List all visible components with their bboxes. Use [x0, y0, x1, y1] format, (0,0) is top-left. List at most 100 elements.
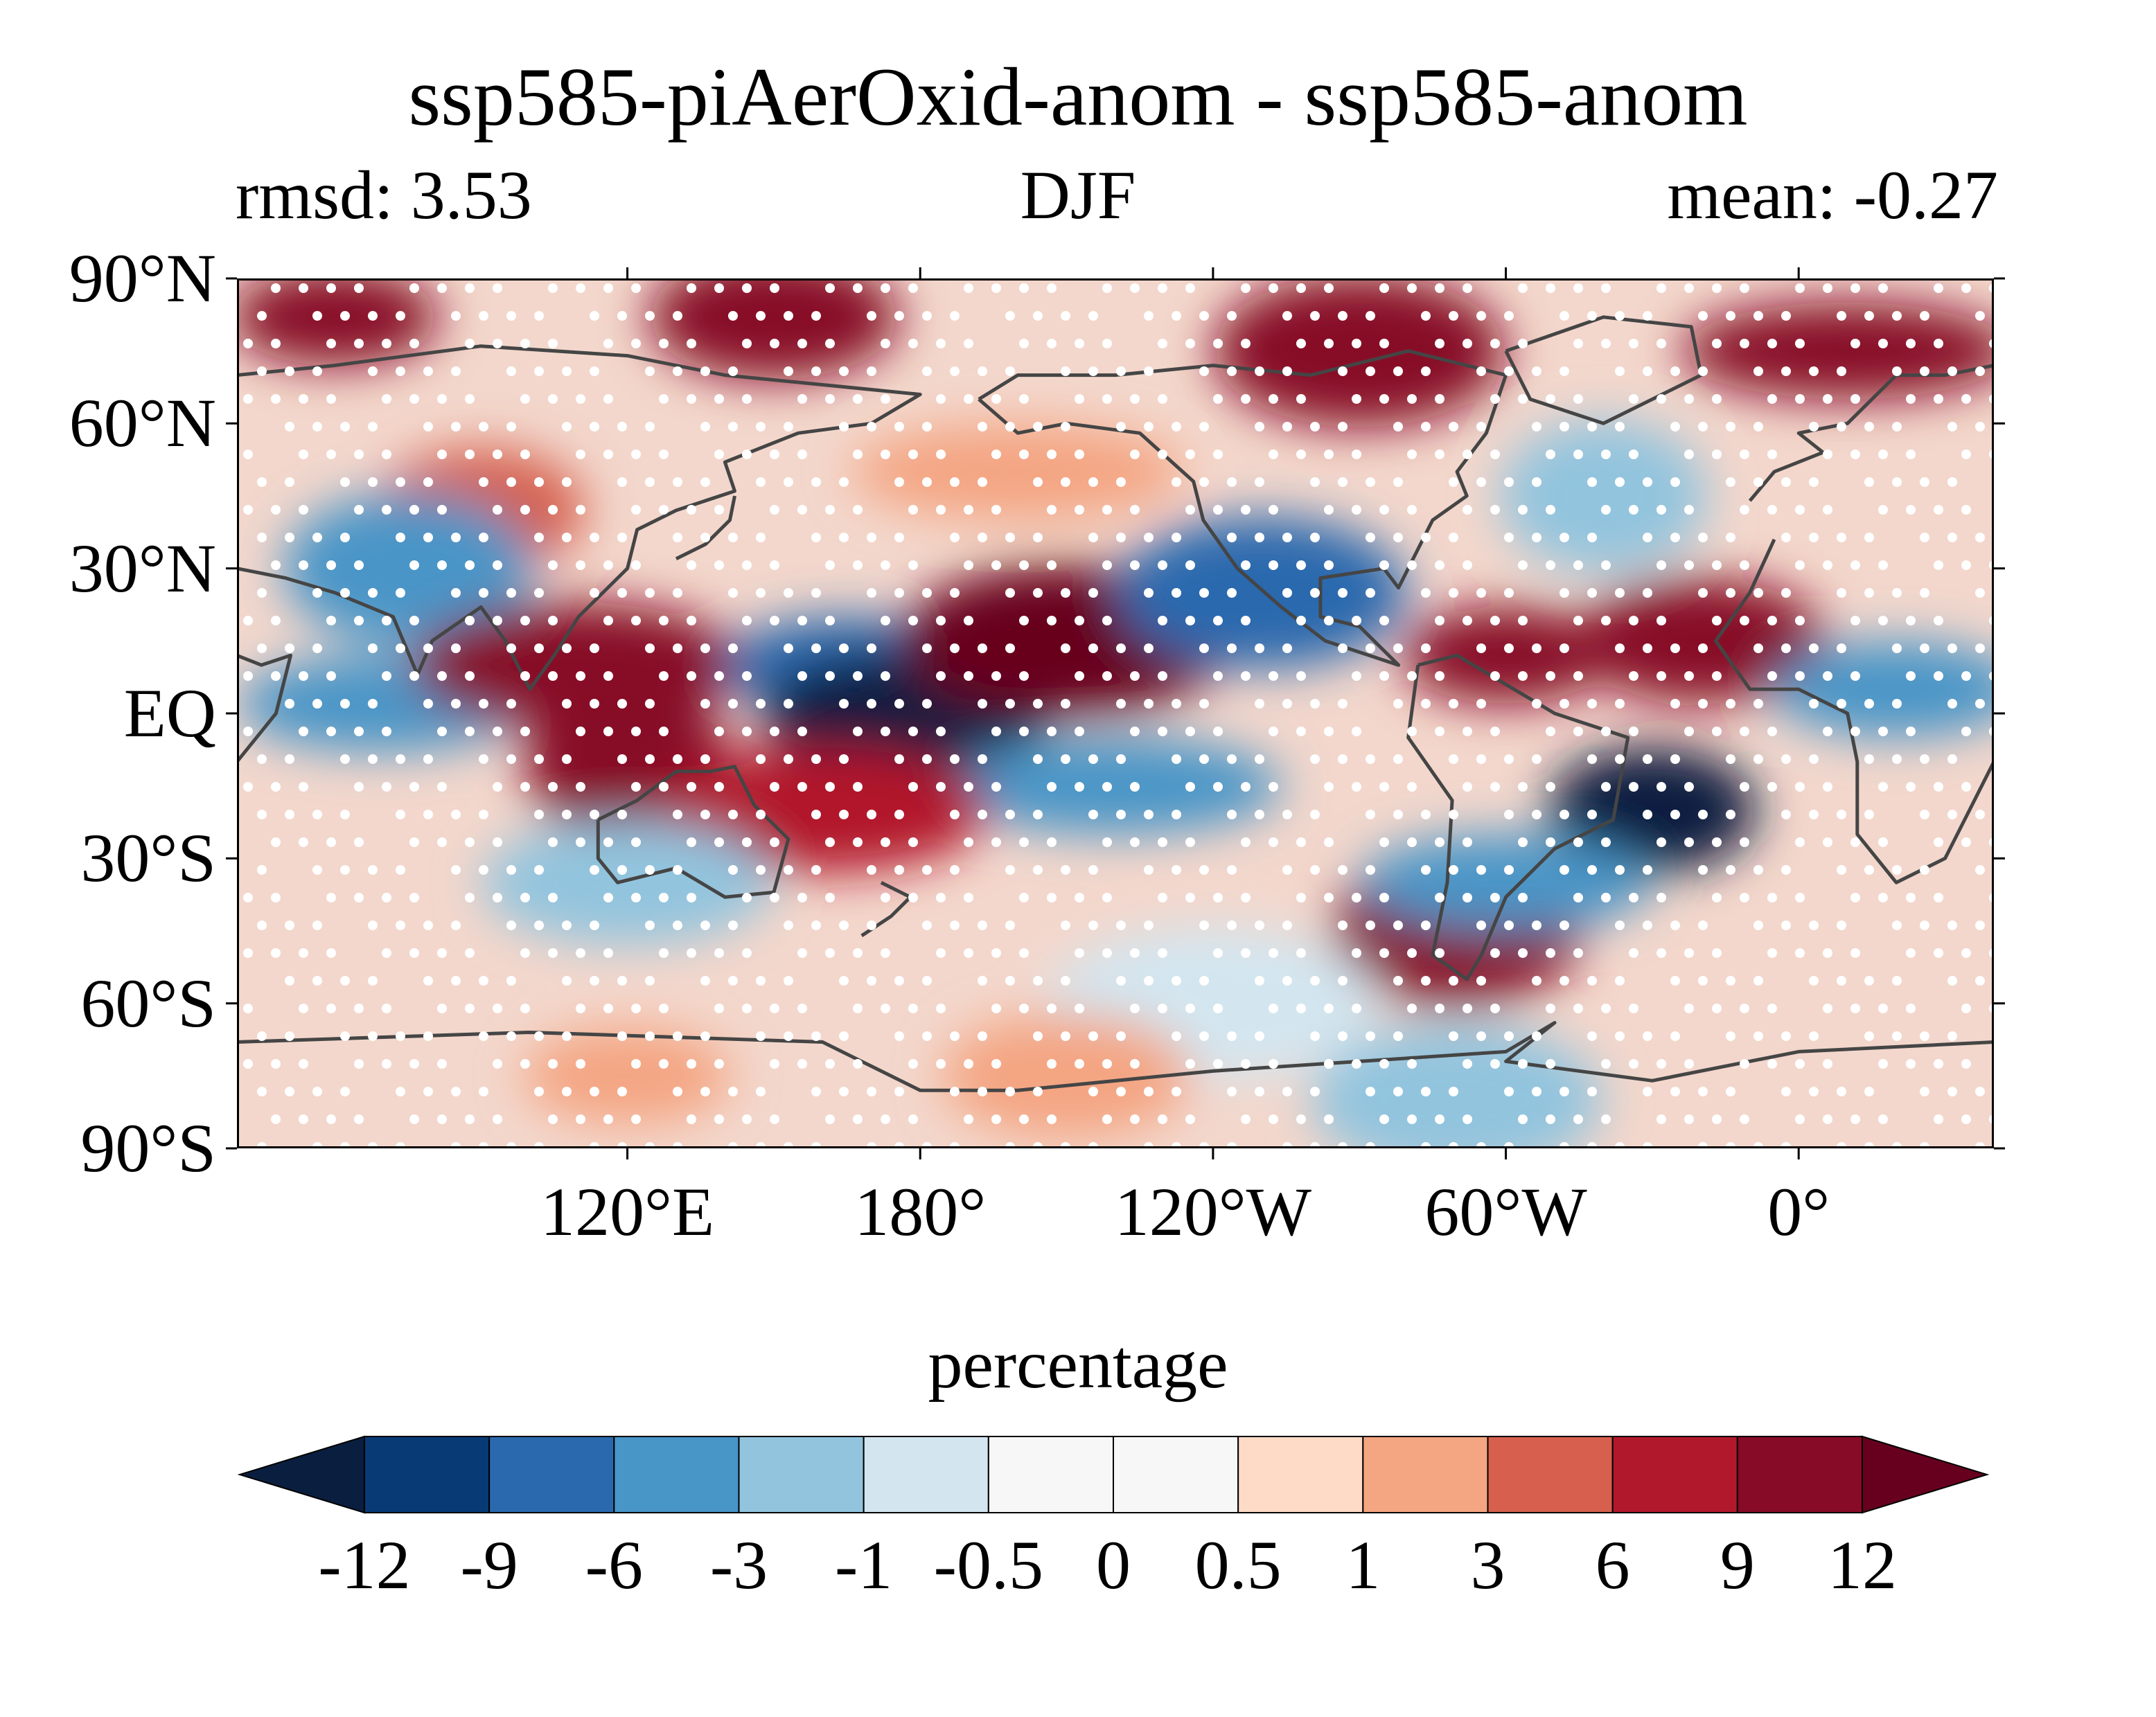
stipple-dot	[1684, 837, 1694, 847]
stipple-dot	[1546, 671, 1555, 681]
stipple-dot	[770, 837, 779, 847]
stipple-dot	[1864, 533, 1874, 542]
stipple-dot	[1864, 810, 1874, 819]
stipple-dot	[1449, 699, 1458, 709]
stipple-dot	[1864, 422, 1874, 432]
stipple-dot	[756, 311, 766, 321]
anomaly-patch	[648, 278, 899, 380]
stipple-dot	[451, 976, 461, 986]
stipple-dot	[1282, 588, 1292, 598]
stipple-dot	[326, 450, 336, 459]
stipple-dot	[631, 1004, 641, 1013]
stipple-dot	[1449, 865, 1458, 875]
stipple-dot	[1837, 422, 1846, 432]
stipple-dot	[1947, 1031, 1957, 1041]
stipple-dot	[881, 616, 890, 625]
stipple-dot	[1947, 754, 1957, 764]
stipple-dot	[1476, 754, 1486, 764]
stipple-dot	[714, 1004, 724, 1013]
stipple-dot	[1573, 837, 1583, 847]
stipple-dot	[506, 588, 516, 598]
stipple-dot	[1587, 1087, 1597, 1096]
stipple-dot	[1296, 837, 1306, 847]
stipple-dot	[1393, 754, 1403, 764]
stipple-dot	[1158, 616, 1167, 625]
stipple-dot	[534, 643, 544, 653]
stipple-dot	[1324, 1114, 1334, 1124]
stipple-dot	[714, 560, 724, 570]
stipple-dot	[784, 865, 793, 875]
y-tick-label: 60°S	[80, 964, 216, 1042]
stipple-dot	[1185, 505, 1195, 515]
stipple-dot	[673, 865, 682, 875]
stipple-dot	[714, 727, 724, 736]
stipple-dot	[1961, 782, 1971, 792]
stipple-dot	[409, 948, 419, 958]
stipple-dot	[908, 339, 918, 348]
stipple-dot	[396, 311, 405, 321]
stipple-dot	[1255, 810, 1264, 819]
stipple-dot	[1158, 560, 1167, 570]
stipple-dot	[1656, 1114, 1666, 1124]
stipple-dot	[299, 1114, 308, 1124]
stipple-dot	[1518, 1059, 1528, 1069]
stipple-dot	[1255, 643, 1264, 653]
stipple-dot	[1476, 588, 1486, 598]
stipple-dot	[784, 588, 793, 598]
stipple-dot	[922, 311, 932, 321]
stipple-dot	[770, 893, 779, 902]
stipple-dot	[1199, 422, 1209, 432]
stipple-dot	[548, 505, 558, 515]
stipple-dot	[354, 837, 364, 847]
stipple-dot	[285, 699, 294, 709]
stipple-dot	[1837, 810, 1846, 819]
stipple-dot	[811, 366, 821, 376]
stipple-dot	[1116, 533, 1126, 542]
stipple-dot	[964, 837, 973, 847]
stipple-dot	[1407, 450, 1417, 459]
stipple-dot	[1407, 671, 1417, 681]
stipple-dot	[936, 893, 946, 902]
stipple-dot	[437, 671, 447, 681]
stipple-dot	[645, 643, 655, 653]
stipple-dot	[645, 366, 655, 376]
stipple-dot	[1379, 837, 1389, 847]
stipple-dot	[1421, 976, 1431, 986]
stipple-dot	[1864, 754, 1874, 764]
stipple-dot	[908, 505, 918, 515]
stipple-dot	[1047, 505, 1057, 515]
stipple-dot	[285, 920, 294, 930]
stipple-dot	[1172, 533, 1181, 542]
stipple-dot	[1920, 810, 1929, 819]
stipple-dot	[1767, 339, 1777, 348]
stipple-dot	[756, 1087, 766, 1096]
stipple-dot	[1573, 671, 1583, 681]
stipple-dot	[479, 1087, 488, 1096]
stipple-dot	[479, 865, 488, 875]
stipple-dot	[1033, 754, 1043, 764]
stipple-dot	[1005, 533, 1015, 542]
stipple-dot	[659, 339, 669, 348]
stipple-dot	[396, 533, 405, 542]
colorbar-tick-label: 0.5	[1194, 1527, 1282, 1603]
y-tick-label: 90°S	[80, 1110, 216, 1186]
stipple-dot	[659, 782, 669, 792]
stipple-dot	[603, 948, 613, 958]
stipple-dot	[1518, 283, 1528, 293]
stipple-dot	[520, 782, 530, 792]
stipple-dot	[1504, 754, 1514, 764]
stipple-dot	[354, 782, 364, 792]
stipple-dot	[1906, 1059, 1916, 1069]
colorbar-tick-label: -0.5	[933, 1527, 1043, 1603]
colorbar-tick-label: 12	[1828, 1527, 1897, 1603]
stipple-dot	[1892, 865, 1902, 875]
y-tick-label: EQ	[123, 675, 216, 751]
stipple-dot	[409, 560, 419, 570]
stipple-dot	[1463, 1059, 1472, 1069]
stipple-dot	[603, 283, 613, 293]
stipple-dot	[1698, 976, 1708, 986]
stipple-dot	[1629, 727, 1638, 736]
stipple-dot	[1643, 920, 1652, 930]
stipple-dot	[1615, 366, 1625, 376]
stipple-dot	[1144, 366, 1154, 376]
